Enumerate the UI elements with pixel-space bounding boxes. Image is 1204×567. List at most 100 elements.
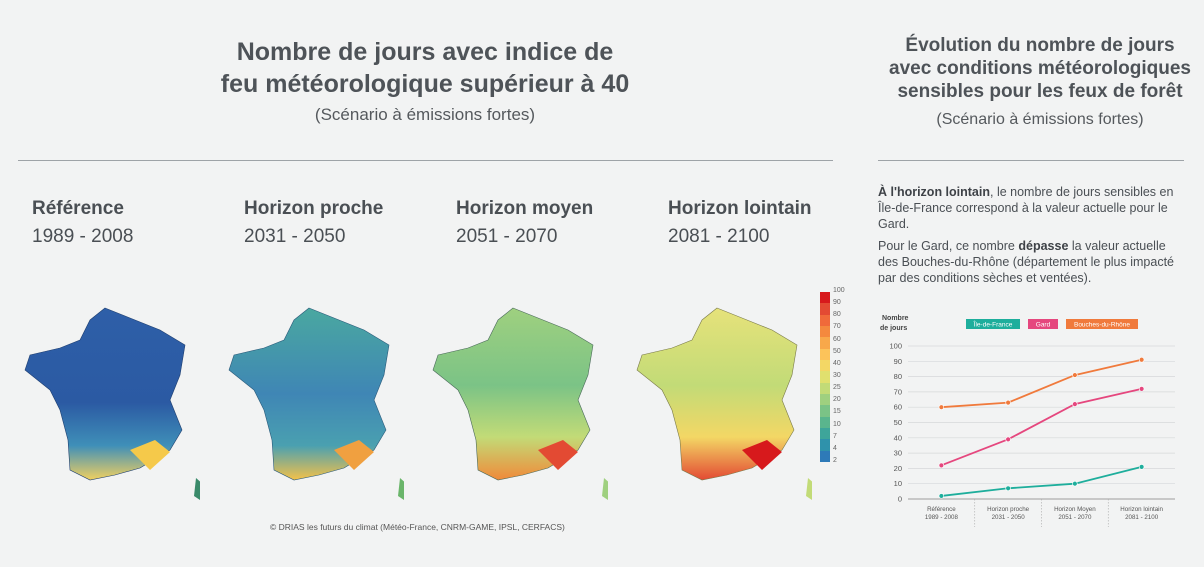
y-tick-label: 60 [894, 403, 902, 412]
chart-panel-title-line1: Évolution du nombre de jours [905, 35, 1175, 56]
series-line [941, 387, 1142, 467]
legend-swatch [966, 319, 1020, 329]
period-near: Horizon proche 2031 - 2050 [244, 198, 383, 248]
map-far [632, 300, 816, 505]
period-medium: Horizon moyen 2051 - 2070 [456, 198, 593, 248]
color-scale-tick: 20 [833, 396, 841, 404]
color-scale-step [820, 427, 830, 440]
y-tick-label: 40 [894, 433, 902, 442]
color-scale-step [820, 325, 830, 338]
data-point [1138, 357, 1145, 363]
x-tick-label: Référence [927, 506, 956, 513]
description-paragraph-1: À l'horizon lointain, le nombre de jours… [878, 184, 1184, 232]
line-chart: Nombre de jours 0 10 20 30 40 50 60 70 80 90 100 Réfé… [870, 308, 1200, 558]
p2-bold: dépasse [1018, 239, 1069, 253]
data-point [1005, 485, 1011, 491]
maps-title: Nombre de jours avec indice de feu météo… [110, 36, 740, 100]
color-scale-tick: 25 [833, 384, 841, 392]
color-scale-tick: 100 [833, 287, 845, 294]
chart-panel-title-line3: sensibles pour les feux de forêt [897, 81, 1183, 102]
x-tick-label: 2081 - 2100 [1125, 514, 1159, 521]
color-scale-tick: 60 [833, 335, 841, 343]
map-credit: © DRIAS les futurs du climat (Météo-Fran… [270, 522, 565, 532]
maps-subtitle: (Scénario à émissions fortes) [314, 105, 536, 124]
period-label: Référence [32, 198, 124, 219]
period-label: Horizon moyen [456, 198, 594, 219]
x-tick-label: Horizon Moyen [1054, 506, 1096, 513]
legend-label: Bouches-du-Rhône [1074, 322, 1130, 329]
data-point [938, 404, 945, 410]
color-scale-step [820, 314, 830, 326]
period-label: Horizon proche [244, 198, 384, 219]
y-axis-label: Nombre [882, 315, 909, 322]
period-far: Horizon lointain 2081 - 2100 [668, 198, 812, 248]
color-scale-tick: 10 [833, 420, 841, 428]
p2-start: Pour le Gard, ce nombre [878, 239, 1019, 253]
x-tick-label: 1989 - 2008 [925, 514, 959, 521]
color-scale-step [820, 416, 830, 428]
y-tick-label: 80 [894, 372, 902, 381]
x-tick-label: Horizon proche [987, 506, 1030, 513]
chart-panel-title: Évolution du nombre de jours avec condit… [870, 34, 1204, 103]
color-scale-step [820, 405, 830, 417]
period-years: 2051 - 2070 [456, 226, 558, 247]
map-reference [20, 300, 204, 505]
color-scale-tick: 70 [833, 323, 841, 331]
series-line [941, 358, 1142, 409]
color-scale-bar [820, 292, 830, 462]
y-tick-label: 50 [894, 418, 902, 427]
color-scale-step [820, 292, 830, 304]
color-scale-tick: 30 [833, 372, 841, 379]
data-point [938, 462, 945, 469]
data-point [1005, 399, 1011, 406]
y-tick-label: 0 [898, 495, 902, 504]
color-scale-tick: 2 [833, 457, 837, 464]
chart-description: À l'horizon lointain, le nombre de jours… [878, 184, 1184, 292]
line-chart-svg: Nombre de jours 0 10 20 30 40 50 60 70 80 90 100 Réfé… [880, 315, 1175, 527]
color-scale-tick: 7 [833, 432, 837, 440]
chart-panel-subtitle: (Scénario à émissions fortes) [936, 111, 1144, 128]
period-reference: Référence 1989 - 2008 [32, 198, 133, 248]
color-scale-step [820, 439, 830, 451]
y-tick-label: 30 [894, 449, 902, 458]
legend-swatch [1066, 319, 1138, 329]
data-point [1072, 372, 1078, 378]
p1-bold: À l'horizon lointain [878, 185, 990, 199]
description-paragraph-2: Pour le Gard, ce nombre dépasse la valeu… [878, 238, 1184, 286]
color-scale-step [820, 359, 830, 372]
legend-swatch [1028, 319, 1058, 329]
color-scale-step [820, 393, 830, 406]
period-label: Horizon lointain [668, 198, 812, 219]
p2-rest: la valeur actuelle des Bouches-du-Rhône … [878, 239, 1175, 285]
map-medium [428, 300, 612, 505]
data-point [1072, 401, 1078, 407]
period-years: 2081 - 2100 [668, 226, 770, 247]
data-point [1072, 481, 1078, 487]
color-scale-step [820, 382, 830, 394]
chart-panel-title-line2: avec conditions météorologiques [889, 58, 1191, 79]
color-scale-tick: 4 [833, 444, 837, 452]
left-divider [18, 160, 833, 161]
color-scale-ticks: 100 90 80 70 60 50 40 30 25 20 15 10 7 4 2 [833, 287, 863, 464]
color-scale-tick: 15 [833, 408, 841, 416]
map-near [224, 300, 408, 505]
data-point [1138, 464, 1145, 470]
y-tick-label: 100 [889, 342, 902, 351]
x-tick-label: 2051 - 2070 [1058, 514, 1092, 521]
period-years: 1989 - 2008 [32, 226, 134, 247]
data-point [938, 493, 945, 499]
y-tick-label: 70 [894, 387, 902, 396]
period-years: 2031 - 2050 [244, 226, 346, 247]
y-tick-label: 90 [894, 357, 902, 366]
x-tick-label: 2031 - 2050 [992, 514, 1026, 521]
color-scale-step [820, 371, 830, 383]
color-scale-step [820, 450, 830, 462]
color-scale-tick: 80 [833, 311, 841, 319]
legend-label: Île-de-France [973, 320, 1013, 329]
y-axis-label: de jours [880, 325, 907, 332]
data-point [1138, 386, 1145, 392]
color-scale-tick: 50 [833, 347, 841, 355]
maps-title-line2: feu météorologique supérieur à 40 [220, 70, 630, 98]
y-tick-label: 20 [894, 464, 902, 473]
x-tick-label: Horizon lointain [1120, 506, 1163, 513]
